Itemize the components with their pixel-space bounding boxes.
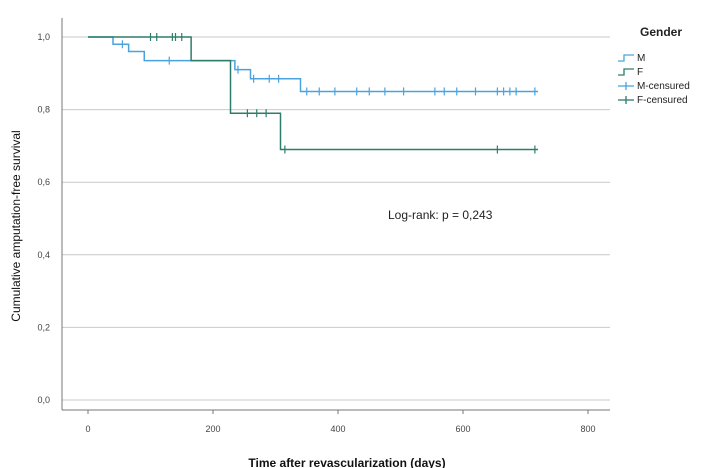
x-tick-label: 200 [205,424,220,434]
series-group [88,36,538,151]
y-tick-label: 0,2 [37,322,50,332]
y-tick-label: 0,6 [37,177,50,187]
legend-label-m-censured: M-censured [637,81,690,92]
x-tick-label: 400 [330,424,345,434]
axes [61,18,610,411]
x-axis-ticks: 0 200 400 600 800 [85,410,596,434]
legend-swatch-m [618,54,634,62]
legend-swatch-f [618,68,634,76]
censored-marks [121,33,536,154]
y-axis-ticks: 0,0 0,2 0,4 0,6 0,8 1,0 [37,32,50,405]
x-tick-label: 800 [580,424,595,434]
logrank-annotation: Log-rank: p = 0,243 [388,208,493,222]
series-line-f [88,36,538,151]
y-tick-label: 0,8 [37,105,50,115]
x-tick-label: 0 [85,424,90,434]
y-tick-label: 0,0 [37,395,50,405]
y-tick-label: 0,4 [37,250,50,260]
legend-label-f: F [637,67,643,78]
series-line-m [88,36,538,93]
legend-title: Gender [640,25,682,39]
legend-label-f-censured: F-censured [637,95,688,106]
y-axis-title: Cumulative amputation-free survival [9,130,23,321]
legend: Gender MF M-censured F-censured [618,25,690,106]
x-tick-label: 600 [455,424,470,434]
x-axis-title: Time after revascularization (days) [248,456,445,468]
y-tick-label: 1,0 [37,32,50,42]
legend-label-m: M [637,53,645,64]
